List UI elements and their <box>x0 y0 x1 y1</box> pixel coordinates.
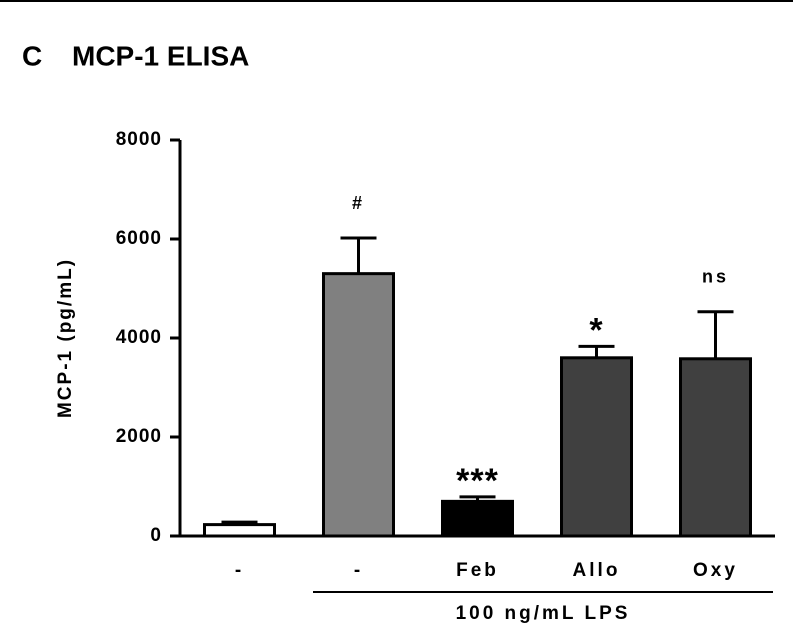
y-tick-label: 0 <box>150 525 162 546</box>
significance-label: *** <box>456 462 499 500</box>
bar <box>441 499 514 538</box>
group-label: 100 ng/mL LPS <box>456 603 631 624</box>
x-tick-label: Feb <box>456 560 499 581</box>
x-tick-label: - <box>354 560 363 581</box>
y-axis-label: MCP-1 (pg/mL) <box>55 258 76 418</box>
bar <box>203 523 276 538</box>
x-tick-label: Oxy <box>693 560 738 581</box>
bar <box>679 357 752 538</box>
x-tick-label: - <box>235 560 244 581</box>
significance-label: ns <box>702 267 729 287</box>
x-tick-label: Allo <box>573 560 621 581</box>
bar <box>560 356 633 538</box>
significance-label: # <box>352 193 365 213</box>
significance-label: * <box>589 311 603 349</box>
panel-label: C <box>22 40 42 71</box>
bar <box>322 272 395 538</box>
y-tick-label: 4000 <box>116 327 162 348</box>
y-tick-label: 2000 <box>116 426 162 447</box>
y-tick-label: 8000 <box>116 129 162 150</box>
y-tick-label: 6000 <box>116 228 162 249</box>
chart-title: MCP-1 ELISA <box>72 40 249 71</box>
